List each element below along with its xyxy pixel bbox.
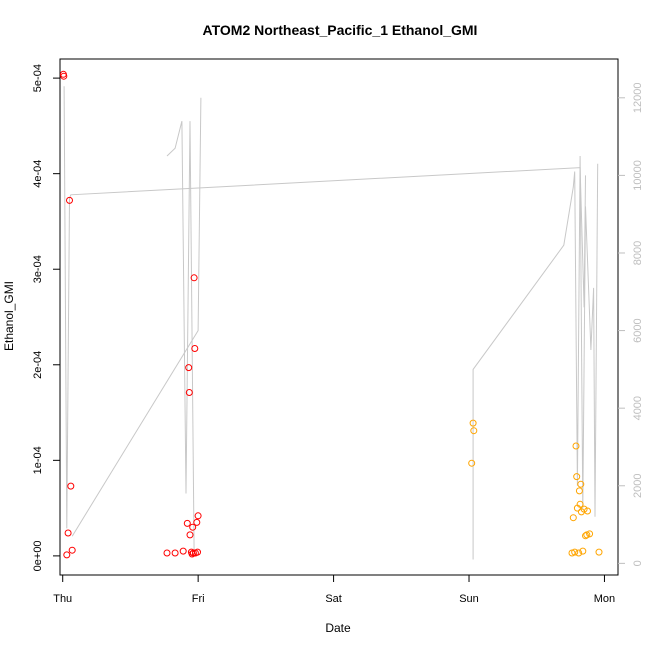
data-point-red [193, 518, 201, 526]
y-right-tick-label: 4000 [632, 396, 644, 420]
y-right-tick-label: 10000 [632, 160, 644, 191]
y-tick-label: 4e-04 [32, 160, 44, 188]
data-point-red [179, 547, 187, 555]
data-point-orange [586, 530, 594, 538]
data-point-red [186, 531, 194, 539]
data-point-orange [571, 548, 579, 556]
data-point-red [189, 523, 197, 531]
y-right-tick-label: 0 [632, 560, 644, 566]
data-point-red [63, 551, 71, 559]
right-axis-lines [63, 86, 599, 560]
y-tick-label: 0e+00 [32, 540, 44, 571]
series-line [472, 155, 599, 560]
y-axis-right: 0 2000 4000 6000 8000 10000 12000 [618, 83, 644, 566]
y-right-tick-label: 6000 [632, 318, 644, 342]
x-tick-label: Fri [192, 593, 205, 605]
data-point-red [191, 345, 199, 352]
data-point-orange [577, 480, 585, 488]
data-point-red [67, 482, 75, 490]
data-point-orange [575, 487, 583, 495]
data-point-red [185, 389, 193, 396]
data-point-orange [469, 419, 477, 427]
series-line [166, 120, 195, 552]
data-point-red [163, 549, 171, 557]
data-point-orange [580, 505, 588, 513]
data-point-orange [576, 500, 584, 508]
y-tick-label: 3e-04 [32, 255, 44, 283]
data-point-orange [582, 532, 589, 540]
data-point-red [194, 548, 201, 556]
data-points [59, 70, 603, 559]
y-axis-label: Ethanol_GMI [2, 281, 16, 351]
x-tick-label: Sun [459, 593, 479, 605]
data-point-red [183, 519, 191, 527]
data-point-red [194, 512, 202, 520]
y-tick-label: 5e-04 [32, 64, 44, 92]
y-right-tick-label: 8000 [632, 241, 644, 265]
series-line [71, 97, 202, 537]
y-axis: 0e+00 1e-04 2e-04 3e-04 4e-04 5e-04 [32, 64, 60, 571]
data-point-red [60, 72, 68, 80]
data-point-orange [470, 427, 478, 435]
x-tick-label: Thu [53, 593, 72, 605]
y-right-tick-label: 2000 [632, 474, 644, 498]
data-point-orange [572, 442, 580, 450]
data-point-orange [595, 548, 603, 556]
chart-title: ATOM2 Northeast_Pacific_1 Ethanol_GMI [203, 22, 478, 38]
data-point-orange [575, 549, 583, 557]
x-axis: Thu Fri Sat Sun Mon [53, 575, 615, 605]
data-point-orange [468, 459, 476, 467]
series-line [63, 86, 586, 529]
data-point-orange [579, 547, 587, 555]
data-point-red [190, 274, 198, 282]
y-right-tick-label: 12000 [632, 83, 644, 114]
data-point-orange [569, 514, 577, 522]
y-tick-label: 2e-04 [32, 351, 44, 379]
data-point-red [171, 549, 179, 557]
y-tick-label: 1e-04 [32, 446, 44, 474]
x-axis-label: Date [325, 621, 351, 635]
data-point-red [64, 529, 72, 537]
x-tick-label: Mon [594, 593, 615, 605]
data-point-red [68, 546, 76, 554]
data-point-red [185, 364, 193, 372]
data-point-orange [584, 507, 591, 515]
data-point-red [189, 549, 197, 557]
data-point-red [66, 196, 73, 204]
plot-box [59, 58, 619, 576]
x-tick-label: Sat [325, 593, 342, 605]
data-point-orange [573, 473, 581, 481]
